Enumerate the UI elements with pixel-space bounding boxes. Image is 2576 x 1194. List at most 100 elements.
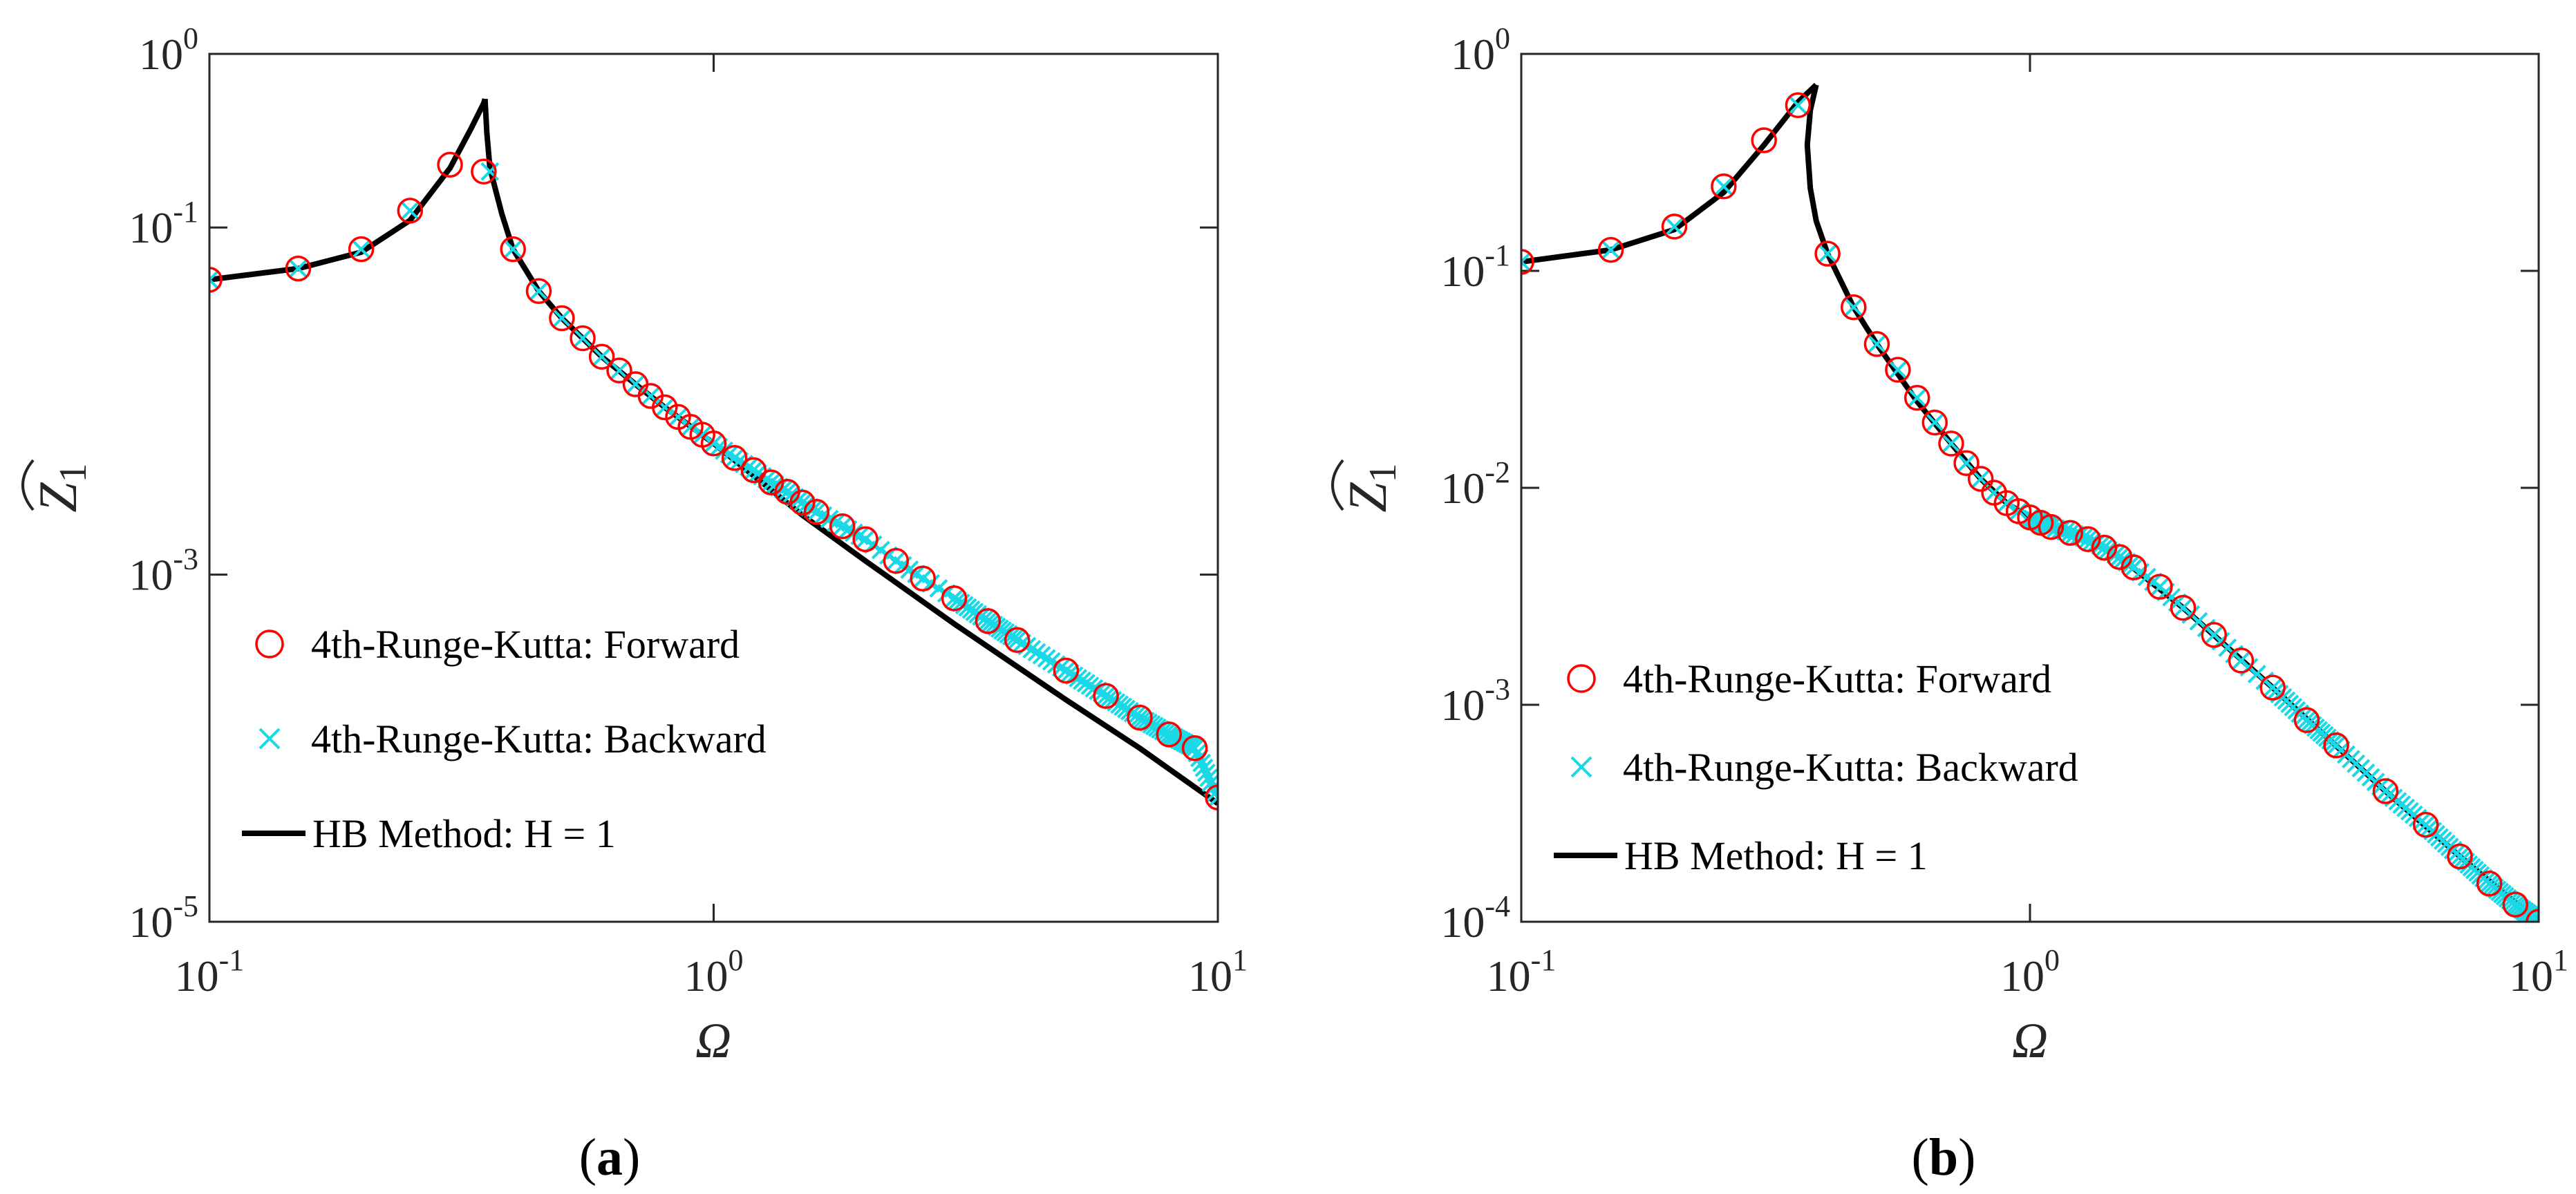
- x-tick-label-b-1: 100: [2000, 943, 2060, 1001]
- backward-marker-b-10: [1925, 413, 1944, 432]
- forward-marker-a-24: [803, 498, 830, 525]
- y-tick-label-a-3: 100: [139, 21, 198, 79]
- forward-marker-b-2: [1661, 214, 1688, 240]
- x-tick-label-exp-b-1: 0: [2044, 943, 2060, 977]
- backward-marker-a-10: [610, 361, 629, 380]
- forward-marker-b-4: [1751, 127, 1777, 153]
- x-axis-label-b: Ω: [2012, 1013, 2048, 1068]
- forward-marker-b-30: [2259, 674, 2286, 701]
- y-tick-label-exp-b-1: -3: [1485, 672, 1510, 706]
- backward-marker-a-0: [209, 270, 219, 290]
- y-tick-label-exp-b-4: 0: [1495, 21, 1510, 55]
- y-axis-label-b: Z1: [1331, 459, 1404, 513]
- y-tick-label-b-2: 10-2: [1440, 455, 1510, 513]
- plot-frame-b: [1520, 53, 2540, 923]
- legend-b: 4th-Runge-Kutta: Forward 4th-Runge-Kutta:…: [1554, 656, 2078, 878]
- backward-marker-b-1: [1601, 240, 1621, 259]
- y-tick-label-b-1: 10-3: [1440, 672, 1510, 730]
- forward-marker-a-31: [1004, 627, 1031, 653]
- forward-marker-b-14: [1967, 466, 1994, 492]
- y-axis-label-hat-b: [1331, 459, 1344, 511]
- y-axis-label-sub-a: 1: [52, 463, 95, 482]
- y-axis-label-sub-b: 1: [1362, 463, 1404, 482]
- x-tick-label-exp-b-2: 1: [2553, 943, 2568, 977]
- y-tick-label-base-b-4: 10: [1451, 30, 1495, 79]
- backward-marker-a-134: [1192, 753, 1212, 773]
- forward-marker-b-23: [2091, 534, 2118, 561]
- y-tick-label-exp-a-2: -1: [173, 195, 198, 229]
- forward-marker-b-27: [2170, 594, 2197, 621]
- forward-marker-b-5: [1785, 92, 1812, 119]
- backward-marker-a-15: [681, 417, 700, 437]
- x-tick-label-a-1: 100: [684, 943, 744, 1001]
- backward-marker-a-13: [655, 398, 675, 417]
- backward-marker-a-7: [552, 309, 572, 328]
- legend-backward-label-b: 4th-Runge-Kutta: Backward: [1623, 745, 2078, 790]
- forward-marker-a-9: [570, 325, 596, 352]
- forward-marker-a-5: [471, 158, 497, 185]
- forward-marker-b-21: [2057, 520, 2084, 546]
- x-tick-label-a-2: 101: [1188, 943, 1248, 1001]
- forward-marker-b-12: [1938, 430, 1964, 457]
- backward-marker-a-3: [400, 201, 420, 220]
- y-tick-label-base-b-2: 10: [1440, 464, 1485, 513]
- y-tick-label-base-a-3: 10: [139, 30, 183, 79]
- x-tick-label-base-b-0: 10: [1487, 951, 1531, 1001]
- forward-marker-b-28: [2201, 622, 2227, 648]
- forward-marker-b-7: [1841, 294, 1867, 321]
- forward-marker-a-8: [549, 305, 575, 332]
- backward-marker-a-16: [693, 425, 712, 444]
- forward-marker-a-32: [1053, 657, 1080, 684]
- backward-marker-a-8: [573, 329, 592, 348]
- forward-series-b: [1521, 92, 2539, 922]
- legend-hb-label-b: HB Method: H = 1: [1624, 833, 1928, 878]
- y-tick-label-exp-b-3: -1: [1485, 238, 1510, 272]
- y-tick-label-a-0: 10-5: [129, 889, 198, 947]
- x-tick-label-b-0: 10-1: [1487, 943, 1557, 1001]
- y-tick-label-b-4: 100: [1451, 21, 1510, 79]
- forward-marker-a-6: [500, 236, 526, 263]
- legend-a: 4th-Runge-Kutta: Forward 4th-Runge-Kutta:…: [242, 622, 767, 856]
- plot-frame-a: [208, 53, 1219, 923]
- forward-marker-a-25: [829, 513, 856, 540]
- backward-marker-a-137: [1199, 768, 1218, 788]
- forward-marker-a-20: [740, 457, 767, 484]
- backward-marker-b-145: [2529, 912, 2539, 922]
- backward-marker-b-11: [1942, 434, 1961, 453]
- x-tick-label-exp-a-1: 0: [728, 943, 744, 977]
- forward-marker-a-29: [941, 585, 968, 612]
- backward-marker-b-2: [1665, 217, 1684, 236]
- backward-marker-b-7: [1868, 334, 1886, 354]
- x-tick-label-exp-a-2: 1: [1232, 943, 1248, 977]
- forward-marker-a-19: [721, 445, 748, 471]
- y-tick-label-b-3: 10-1: [1440, 238, 1510, 296]
- forward-marker-a-36: [1181, 735, 1208, 761]
- panel-label-a: (a): [579, 1128, 641, 1186]
- y-tick-label-exp-a-0: -5: [173, 889, 198, 923]
- y-tick-label-b-0: 10-4: [1440, 889, 1510, 947]
- backward-marker-a-9: [592, 347, 612, 366]
- x-tick-label-b-2: 101: [2509, 943, 2568, 1001]
- forward-marker-a-1: [285, 255, 312, 282]
- backward-marker-a-140: [1206, 783, 1218, 802]
- forward-marker-b-33: [2372, 778, 2399, 804]
- backward-marker-a-138: [1201, 773, 1218, 793]
- legend-forward-symbol-b: [1567, 664, 1596, 693]
- x-axis-label-a: Ω: [695, 1013, 731, 1068]
- forward-series-a: [209, 151, 1218, 811]
- forward-marker-a-34: [1127, 704, 1153, 731]
- x-tick-label-a-0: 10-1: [175, 943, 245, 1001]
- x-tick-label-base-a-1: 10: [684, 951, 728, 1001]
- forward-marker-b-26: [2147, 574, 2173, 600]
- forward-marker-a-23: [789, 489, 816, 516]
- forward-marker-b-22: [2075, 526, 2101, 553]
- forward-marker-b-11: [1921, 409, 1948, 436]
- x-tick-label-base-b-2: 10: [2509, 951, 2553, 1001]
- forward-marker-a-11: [606, 357, 632, 383]
- legend-forward-symbol-a: [255, 629, 284, 658]
- forward-marker-a-7: [525, 278, 552, 305]
- backward-marker-a-45: [833, 517, 852, 536]
